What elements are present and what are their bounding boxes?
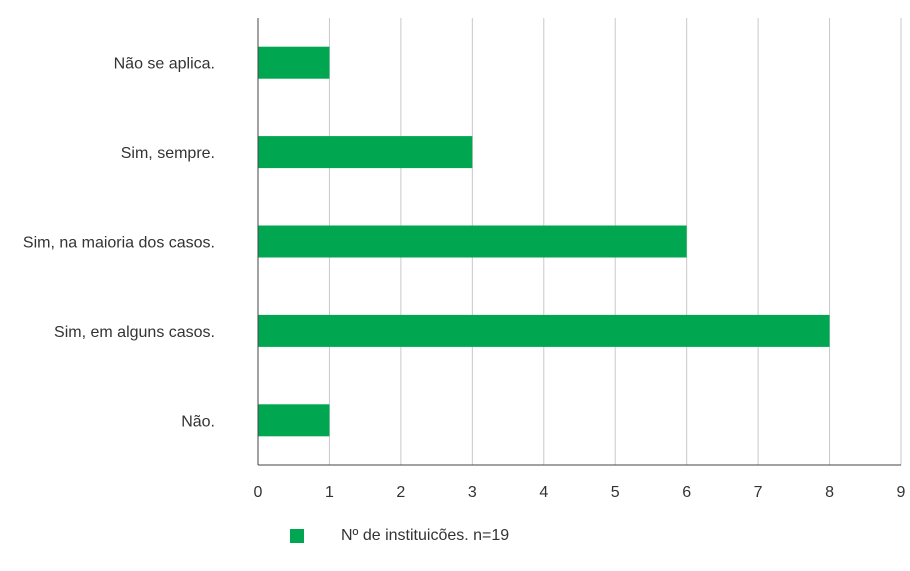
x-tick-label: 7 <box>754 484 763 501</box>
x-tick-label: 2 <box>396 484 405 501</box>
bar <box>258 136 473 169</box>
x-tick-label: 9 <box>897 484 906 501</box>
category-label: Sim, em alguns casos. <box>54 324 215 341</box>
legend: Nº de instituicões. n=19 <box>290 526 509 546</box>
bars <box>258 46 830 437</box>
x-tick-label: 8 <box>825 484 834 501</box>
axes <box>257 18 901 466</box>
category-label: Não. <box>181 413 215 430</box>
x-tick-label: 3 <box>468 484 477 501</box>
legend-label: Nº de instituicões. n=19 <box>341 527 510 544</box>
category-label: Sim, sempre. <box>121 145 215 162</box>
category-labels: Não se aplica. Sim, sempre. Sim, na maiori… <box>23 56 215 431</box>
x-tick-label: 6 <box>682 484 691 501</box>
category-label: Sim, na maioria dos casos. <box>23 235 215 252</box>
category-label: Não se aplica. <box>114 56 215 73</box>
legend-swatch <box>290 529 304 543</box>
bar <box>258 225 687 258</box>
bar <box>258 314 830 347</box>
bar <box>258 46 330 79</box>
x-tick-label: 5 <box>611 484 620 501</box>
bar <box>258 404 330 437</box>
x-tick-label: 1 <box>325 484 334 501</box>
x-tick-label: 0 <box>254 484 263 501</box>
x-tick-label: 4 <box>539 484 548 501</box>
x-tick-labels: 0 1 2 3 4 5 6 7 8 9 <box>254 484 906 501</box>
